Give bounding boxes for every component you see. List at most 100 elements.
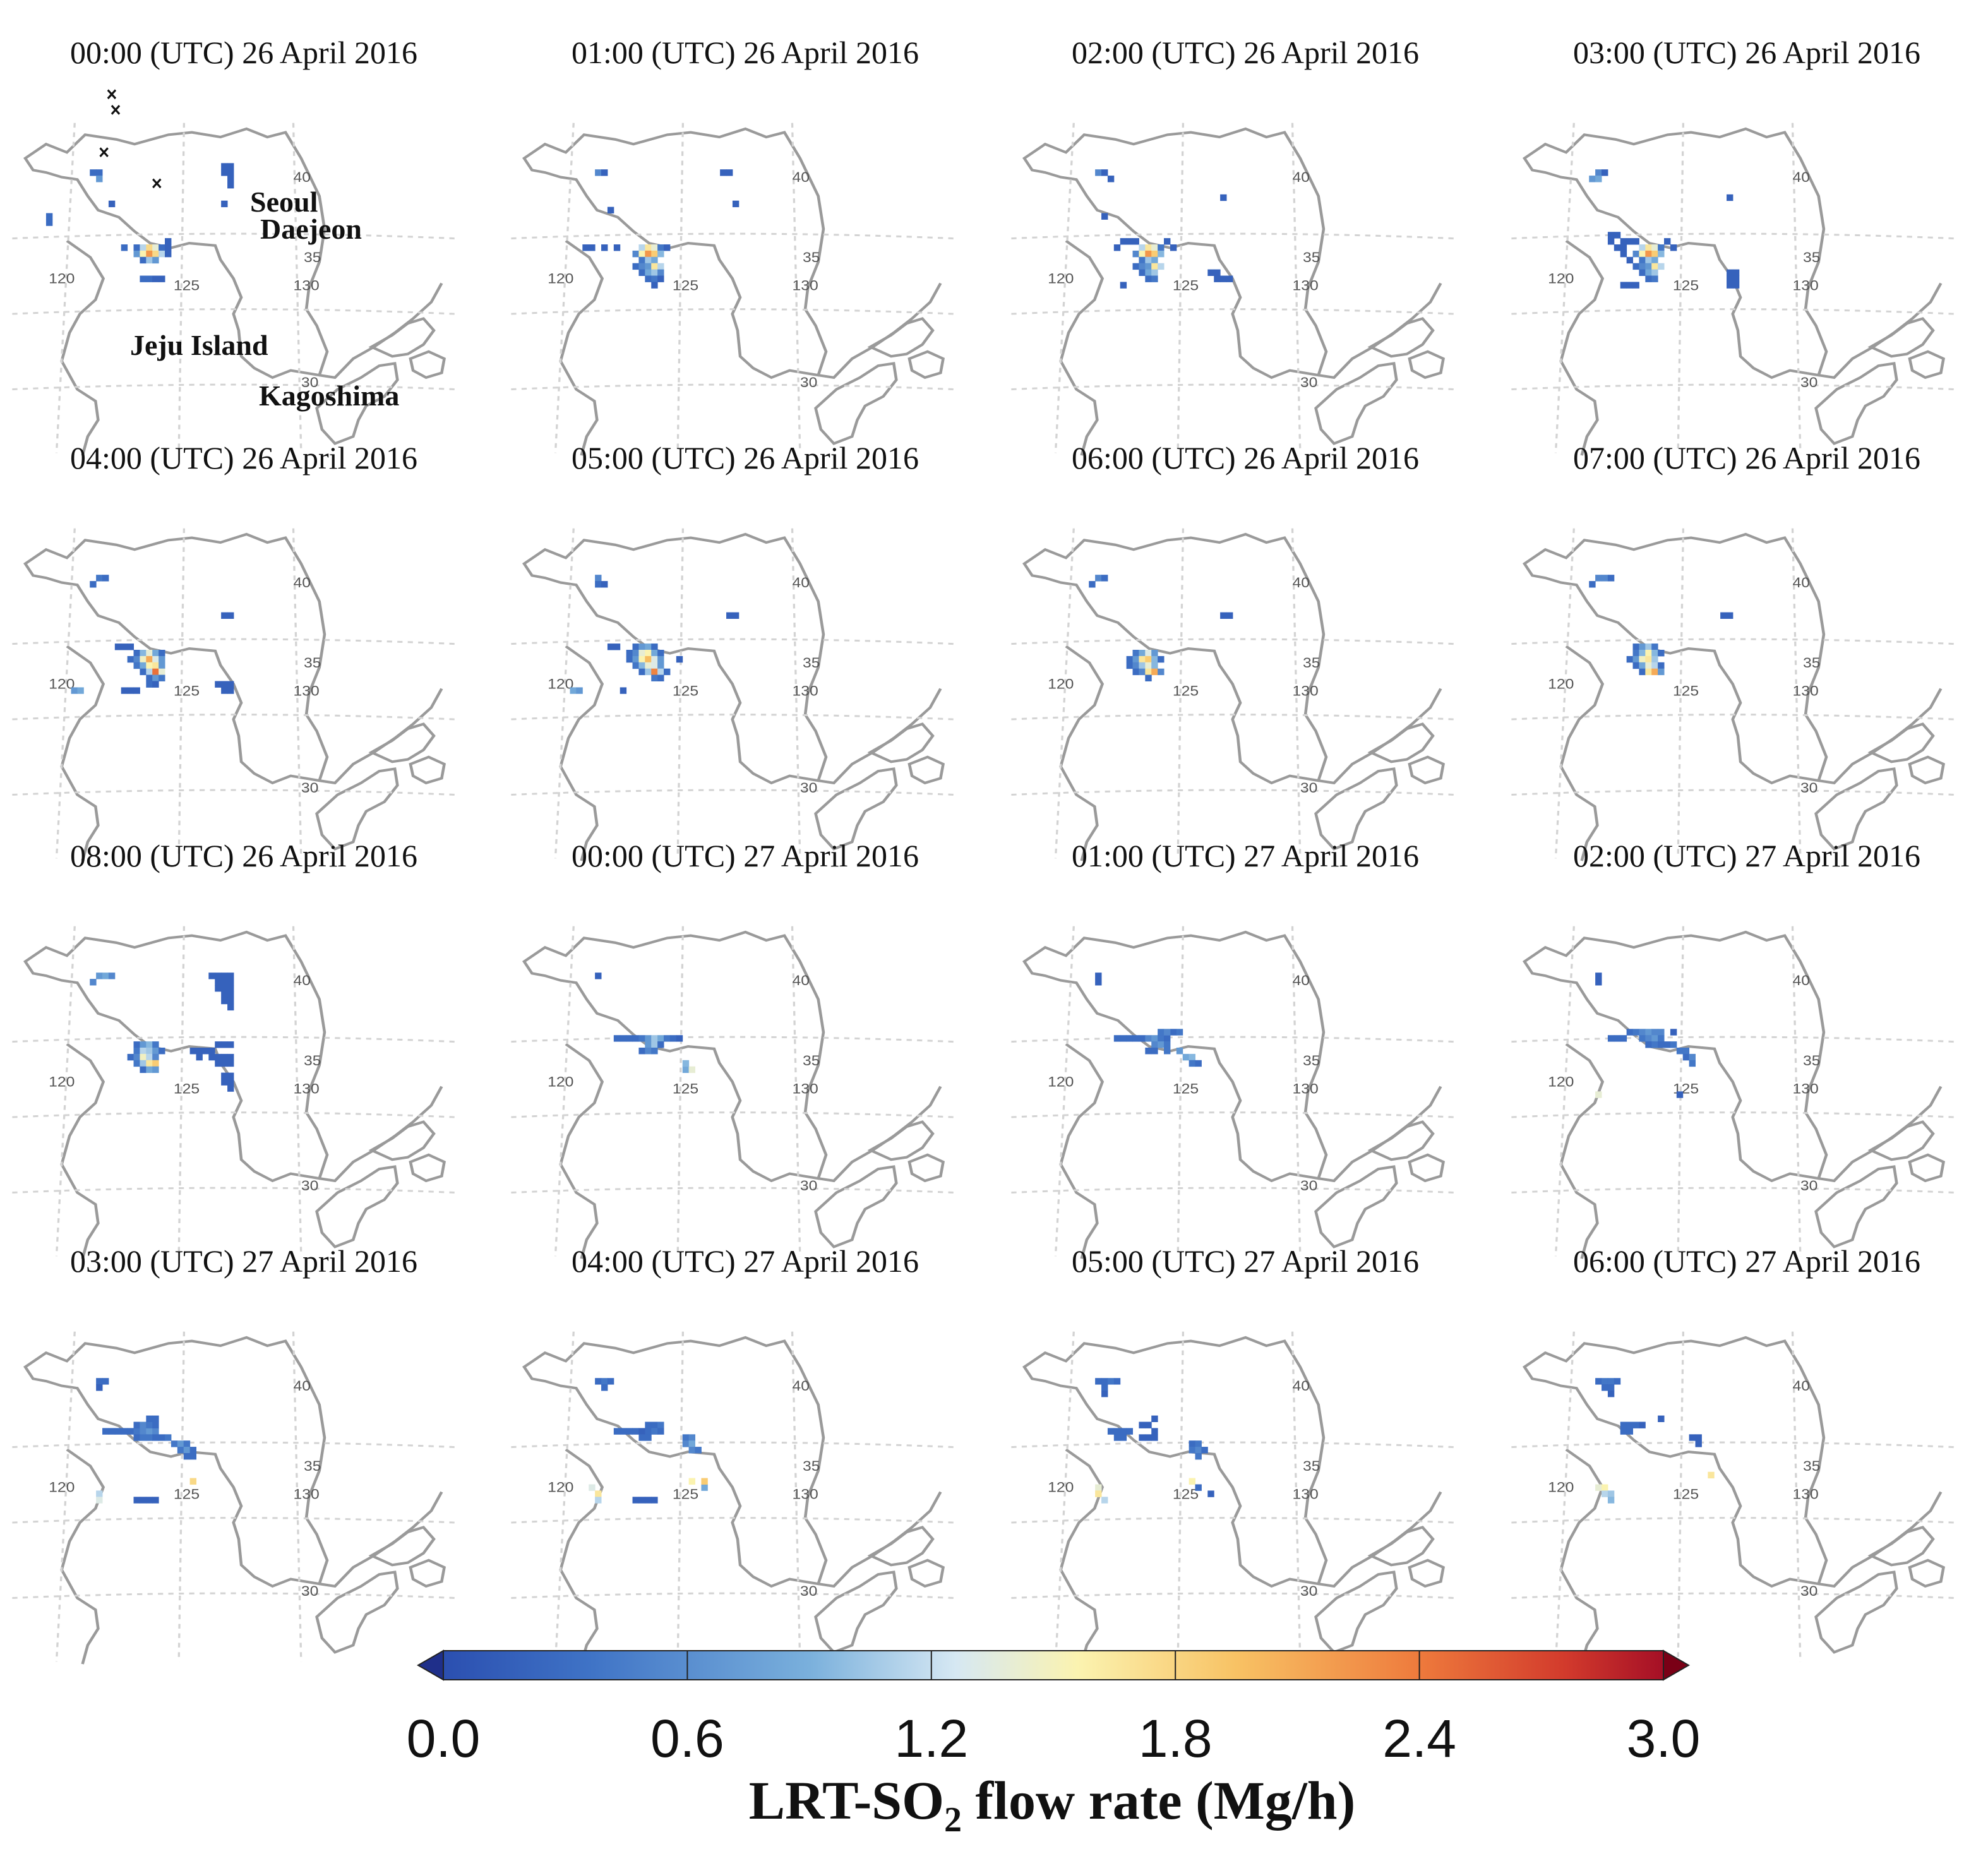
flow-cell [638,1428,645,1435]
flow-cell [208,1053,215,1061]
flow-cell [613,1428,621,1435]
flow-cell [1158,244,1165,251]
flow-cell [146,1066,153,1074]
flow-cells [1089,575,1233,681]
flow-cell [632,250,639,258]
colorbar-gradient [443,1650,1664,1680]
lat-tick-label: 40 [792,972,809,988]
flow-cell [1689,1053,1696,1061]
flow-cell [1732,269,1740,276]
flow-cell [146,275,153,282]
flow-cell [1620,1421,1627,1428]
flow-cells [90,972,234,1092]
flow-cell [152,1434,159,1441]
flow-cell [1607,238,1615,245]
flow-cell [140,1048,147,1055]
flow-cell [1639,256,1646,264]
panel-title: 00:00 (UTC) 27 April 2016 [572,838,919,873]
flow-cell [651,668,658,676]
flow-cell [1132,1035,1139,1042]
lon-tick-label: 125 [174,1487,200,1502]
flow-cell [1145,269,1152,276]
flow-cell [1151,1428,1158,1435]
flow-cell [221,997,228,1005]
flow-cell [1602,1378,1608,1385]
flow-cell [140,250,147,258]
basemap [1011,926,1454,1259]
flow-cell [227,1060,234,1067]
lat-tick-label: 30 [800,1583,817,1599]
flow-cell [146,244,153,251]
flow-cell [1639,1421,1646,1428]
flow-cell [638,1434,645,1441]
flow-cell [1607,232,1615,239]
flow-cell [645,1048,652,1055]
flow-cell [688,1440,696,1447]
flow-cell [140,1060,147,1067]
flow-cell [1158,263,1165,270]
lon-tick-label: 125 [1673,278,1699,294]
flow-cell [127,1428,135,1435]
flow-cell [1139,1421,1146,1428]
flow-cell [638,269,645,276]
flow-cell [221,681,228,688]
lat-tick-label: 30 [301,1583,318,1599]
flow-cell [676,655,683,663]
flow-cell [152,1497,159,1504]
label-kagoshima: Kagoshima [259,380,399,412]
flow-cell [146,1428,153,1435]
flow-cell [657,275,664,282]
flow-cell [1139,650,1146,657]
flow-cell [1626,1029,1634,1036]
flow-cell [159,674,165,681]
basemap [1511,1332,1954,1664]
colorbar-tick-label: 1.8 [1139,1709,1213,1768]
flow-cell [1645,668,1652,676]
flow-cell [1626,238,1634,245]
lon-tick-label: 120 [49,1480,75,1495]
flow-cell [146,1048,153,1055]
flow-cell [1639,269,1646,276]
flow-cell [651,1041,658,1048]
flow-cell [1651,244,1658,251]
flow-cell [595,581,602,588]
flow-cell [1639,655,1646,663]
flow-cell [146,1421,153,1428]
lat-tick-label: 35 [1303,655,1320,671]
flow-cell [1658,250,1665,258]
flow-cell [1607,1497,1615,1504]
flow-cell [657,263,664,270]
flow-cell [1645,275,1652,282]
flow-cell [676,1035,683,1042]
flow-cell [1126,1035,1134,1042]
flow-cell [1626,1428,1634,1435]
flow-cell [215,1060,222,1067]
lon-tick-label: 120 [1048,1480,1074,1495]
flow-cell [638,1035,645,1042]
flow-cell [657,269,664,276]
lat-tick-label: 30 [800,374,817,390]
map: 40 35 30 120 125 130 [1011,123,1454,455]
flow-cell [1151,1415,1158,1422]
flow-cell [1158,1041,1165,1048]
basemap [1011,123,1454,455]
flow-cells [71,575,234,694]
flow-cell [1113,1434,1121,1441]
flow-cell [152,662,159,669]
flow-cell [1639,263,1646,270]
flow-cell [121,244,128,251]
panel-title: 03:00 (UTC) 27 April 2016 [70,1243,417,1279]
flow-cell [1727,282,1734,289]
panel-8: 08:00 (UTC) 26 April 2016 40 35 30 120 125 130 [12,838,455,1259]
flow-cell [1620,282,1627,289]
basemap [511,926,954,1259]
flow-cell [96,1384,103,1391]
flow-cell [657,674,664,681]
flow-cell [1189,1440,1196,1447]
flow-cell [1658,1035,1665,1042]
flow-cell [645,662,652,669]
flow-cell [638,662,645,669]
flow-cell [215,1041,222,1048]
colorbar-tick-label: 3.0 [1627,1709,1701,1768]
